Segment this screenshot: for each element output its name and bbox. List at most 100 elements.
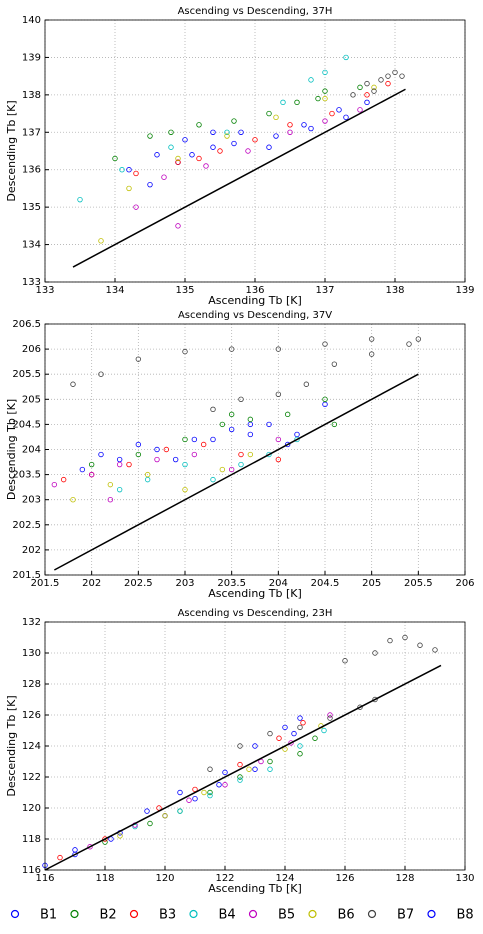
point [231, 140, 237, 147]
point [237, 777, 243, 783]
point [133, 170, 139, 177]
chart-title: Ascending vs Descending, 37H [178, 6, 333, 17]
point [406, 341, 412, 347]
point [322, 88, 328, 94]
point [182, 461, 188, 468]
point [196, 155, 202, 162]
point [247, 421, 254, 428]
point [415, 336, 422, 342]
point [432, 647, 438, 653]
point [252, 137, 258, 143]
y-tick-label: 136 [22, 165, 41, 176]
point [228, 466, 235, 473]
point [154, 456, 160, 463]
legend-marker [427, 909, 436, 919]
legend-label: B2 [100, 908, 117, 923]
point [210, 436, 216, 443]
y-tick-label: 133 [22, 277, 41, 288]
point [210, 406, 216, 413]
point [98, 238, 104, 244]
x-tick-label: 118 [95, 873, 114, 884]
point [126, 167, 132, 173]
x-tick-label: 205 [362, 578, 381, 589]
point [322, 341, 328, 347]
point [273, 114, 279, 121]
point [135, 441, 142, 448]
point [117, 833, 123, 839]
point [297, 724, 303, 731]
point [87, 844, 93, 850]
y-tick-label: 116 [22, 865, 41, 876]
legend-marker [189, 909, 198, 919]
point [399, 73, 405, 79]
legend-marker [248, 909, 258, 919]
x-tick-label: 128 [395, 873, 414, 884]
point [288, 740, 294, 746]
x-tick-label: 135 [175, 285, 194, 296]
x-tick-label: 134 [105, 285, 124, 296]
point [245, 148, 251, 154]
y-tick-label: 135 [22, 202, 41, 213]
point [280, 99, 286, 106]
point [57, 854, 63, 861]
reference-line [44, 664, 442, 871]
point [224, 133, 230, 139]
x-tick-label: 139 [455, 285, 474, 296]
y-tick-label: 202 [22, 545, 41, 556]
plot-frame [44, 323, 466, 576]
y-tick-label: 205.5 [12, 369, 41, 380]
point [88, 471, 95, 478]
point [126, 185, 132, 192]
point [417, 642, 423, 648]
point [364, 99, 370, 106]
point [144, 476, 151, 483]
point [308, 77, 314, 83]
y-tick-label: 201.5 [12, 570, 41, 581]
point [336, 107, 342, 113]
y-tick-label: 204 [22, 445, 41, 456]
legend-label: B1 [40, 908, 57, 923]
point [60, 476, 67, 483]
y-tick-label: 137 [22, 127, 41, 138]
point [79, 466, 86, 473]
point [210, 144, 216, 150]
point [267, 758, 273, 765]
x-tick-label: 203.5 [217, 578, 246, 589]
point [342, 658, 348, 664]
point [154, 152, 160, 158]
x-tick-label: 202 [82, 578, 101, 589]
y-tick-label: 206.5 [12, 319, 41, 330]
point [327, 712, 333, 718]
point [368, 336, 375, 342]
point [237, 743, 243, 749]
point [207, 789, 213, 796]
point [207, 792, 213, 799]
point [378, 77, 384, 83]
y-tick-label: 132 [22, 617, 41, 628]
point [252, 766, 258, 772]
point [175, 159, 181, 165]
point [210, 129, 216, 135]
plot-area [45, 20, 465, 282]
point [203, 163, 209, 169]
y-tick-label: 118 [22, 834, 41, 845]
point [168, 129, 174, 135]
point [133, 204, 139, 210]
point [284, 411, 291, 418]
point [126, 461, 132, 468]
x-tick-label: 205.5 [404, 578, 433, 589]
point [275, 346, 282, 352]
x-tick-label: 136 [245, 285, 264, 296]
x-tick-label: 133 [35, 285, 54, 296]
legend-marker [10, 909, 20, 919]
point [228, 346, 235, 352]
point [321, 727, 327, 734]
point [224, 129, 230, 135]
point [371, 84, 377, 91]
point [238, 396, 244, 402]
point [135, 356, 142, 362]
point [182, 486, 188, 493]
point [273, 133, 279, 139]
point [266, 144, 272, 150]
point [210, 476, 216, 483]
